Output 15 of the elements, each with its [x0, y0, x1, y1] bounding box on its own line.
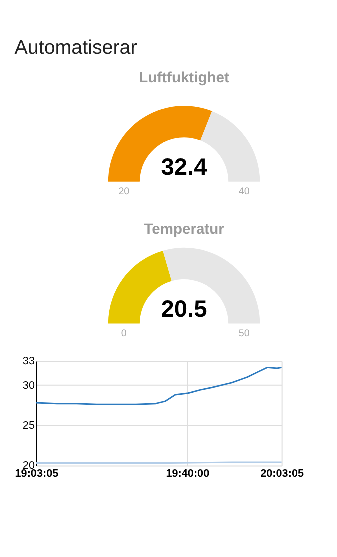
- chart-title: Automatiserar: [14, 36, 138, 59]
- line-series: [36, 366, 283, 406]
- text: 32.4: [161, 155, 208, 182]
- y-tick-label: 25: [22, 420, 35, 432]
- y-tick-label: 33: [22, 356, 35, 368]
- text: 50: [238, 328, 250, 340]
- text: 20: [118, 186, 130, 198]
- text: 20.5: [161, 296, 208, 323]
- x-tick-label: 20:03:05: [260, 468, 304, 480]
- text: 40: [238, 186, 250, 198]
- chart-subtitle: Temperatur: [144, 222, 225, 238]
- x-tick-label: 19:40:00: [166, 468, 210, 480]
- chart-subtitle: Luftfuktighet: [139, 70, 230, 86]
- y-tick-label: 30: [22, 380, 35, 392]
- text: 0: [121, 328, 128, 340]
